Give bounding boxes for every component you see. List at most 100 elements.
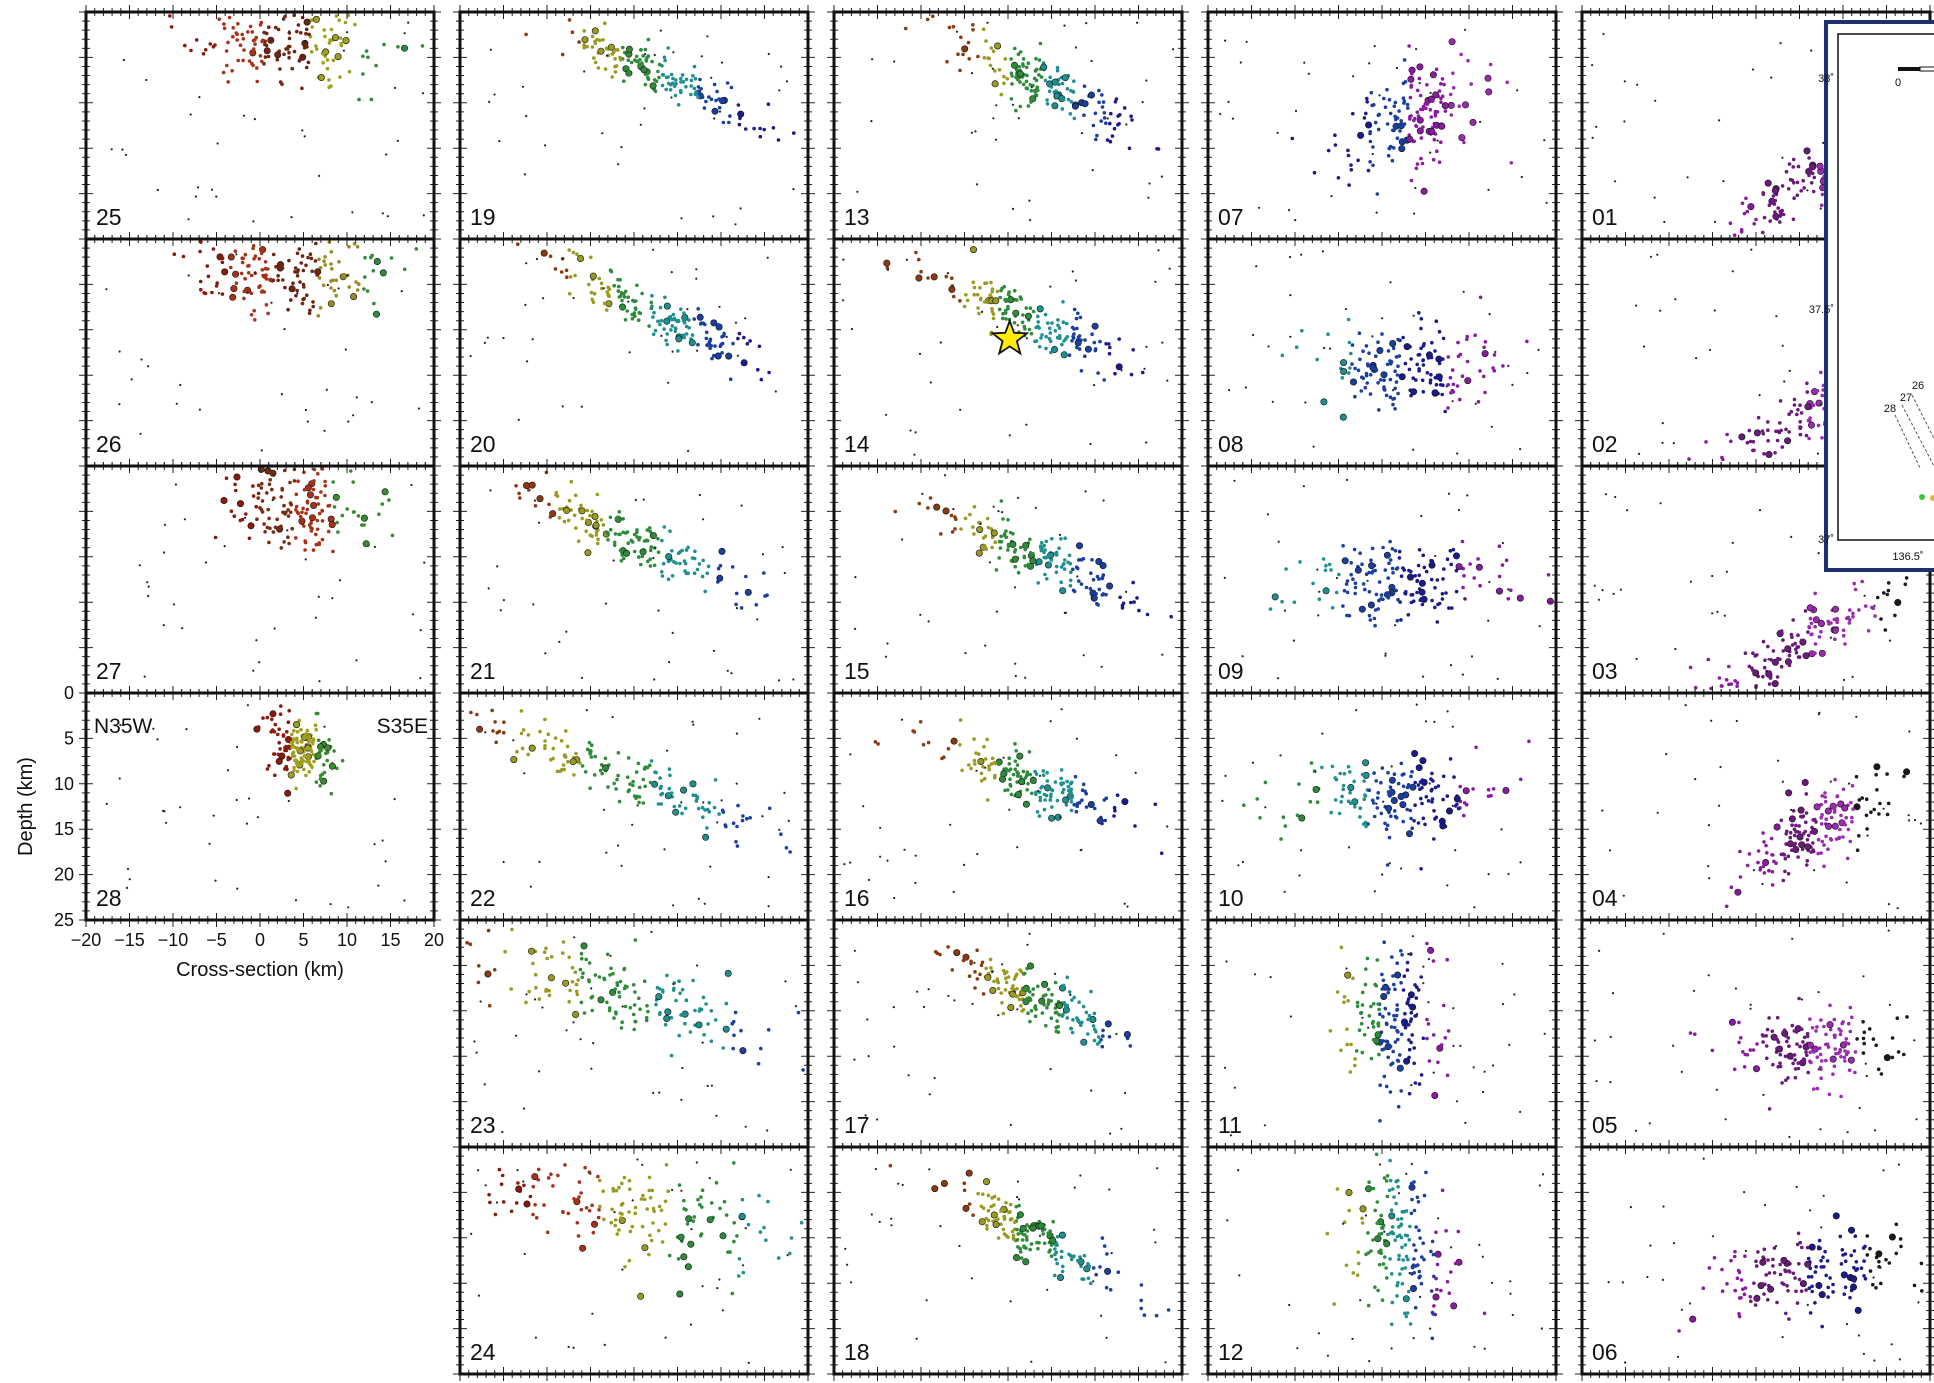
hypocenter-point xyxy=(1004,317,1008,321)
hypocenter-point xyxy=(989,762,994,766)
hypocenter-point xyxy=(1396,1037,1400,1042)
background-event-point xyxy=(561,405,564,408)
hypocenter-point xyxy=(762,127,766,132)
hypocenter-point xyxy=(748,816,752,820)
background-event-point xyxy=(247,797,251,800)
hypocenter-point xyxy=(1450,388,1455,393)
background-event-point xyxy=(1822,141,1825,144)
hypocenter-point xyxy=(1820,393,1825,398)
hypocenter-point xyxy=(677,1183,682,1187)
background-event-point xyxy=(1384,654,1387,657)
background-event-point xyxy=(172,603,176,606)
hypocenter-point xyxy=(613,987,617,991)
hypocenter-point xyxy=(1779,664,1784,669)
hypocenter-point xyxy=(982,744,986,749)
panel-label: 09 xyxy=(1218,658,1244,684)
hypocenter-point xyxy=(950,530,955,534)
hypocenter-point xyxy=(622,79,626,83)
hypocenter-point xyxy=(259,251,264,256)
background-event-point xyxy=(893,1045,896,1048)
hypocenter-point xyxy=(1011,772,1016,777)
background-event-point xyxy=(767,876,770,879)
background-event-point xyxy=(1359,1299,1362,1302)
hypocenter-point xyxy=(754,603,759,607)
hypocenter-point xyxy=(1433,586,1437,590)
hypocenter-point xyxy=(1019,545,1023,550)
hypocenter-point xyxy=(946,747,951,751)
hypocenter-point xyxy=(302,524,306,528)
hypocenter-point xyxy=(648,1233,652,1238)
background-event-point xyxy=(156,738,159,741)
hypocenter-point xyxy=(592,773,597,777)
hypocenter-point xyxy=(1351,111,1355,116)
background-event-point xyxy=(156,188,159,192)
hypocenter-point xyxy=(1403,1057,1411,1065)
background-event-point xyxy=(1017,117,1020,120)
hypocenter-point xyxy=(1419,156,1423,161)
hypocenter-point xyxy=(682,320,687,325)
hypocenter-point xyxy=(623,318,628,322)
hypocenter-point xyxy=(1077,334,1082,338)
hypocenter-point xyxy=(1342,588,1347,593)
hypocenter-point xyxy=(698,1233,703,1238)
hypocenter-point xyxy=(608,515,613,520)
hypocenter-point xyxy=(1391,1049,1395,1054)
hypocenter-point xyxy=(1430,99,1435,103)
background-event-point xyxy=(971,1002,974,1006)
panel-13: 13 xyxy=(827,5,1189,246)
hypocenter-point xyxy=(1071,89,1075,94)
hypocenter-point xyxy=(1441,336,1446,341)
panel-20: 20 xyxy=(453,232,815,473)
hypocenter-point xyxy=(380,502,385,506)
hypocenter-point xyxy=(1344,582,1349,586)
hypocenter-point xyxy=(302,767,306,772)
hypocenter-point xyxy=(1435,373,1440,378)
hypocenter-point xyxy=(311,300,315,304)
hypocenter-point xyxy=(1409,114,1413,118)
hypocenter-point xyxy=(1357,331,1362,336)
hypocenter-point xyxy=(1808,166,1813,171)
hypocenter-point xyxy=(570,965,575,970)
hypocenter-point xyxy=(699,87,703,91)
background-event-point xyxy=(1482,1090,1485,1094)
hypocenter-point xyxy=(1349,561,1353,565)
hypocenter-point xyxy=(681,333,686,338)
hypocenter-point xyxy=(1432,837,1436,841)
hypocenter-point xyxy=(1387,561,1391,566)
hypocenter-point xyxy=(698,1202,702,1207)
hypocenter-point xyxy=(546,732,551,736)
background-event-point xyxy=(766,1129,769,1132)
hypocenter-point xyxy=(1777,430,1782,435)
hypocenter-point xyxy=(1421,125,1425,129)
background-event-point xyxy=(1108,1188,1111,1191)
hypocenter-point xyxy=(1034,56,1038,61)
background-event-point xyxy=(774,390,777,393)
background-event-point xyxy=(410,483,413,487)
hypocenter-point xyxy=(1358,806,1363,810)
hypocenter-point xyxy=(1465,337,1469,342)
hypocenter-point xyxy=(1439,1288,1443,1293)
hypocenter-point xyxy=(326,529,331,534)
background-event-point xyxy=(741,1264,745,1267)
background-event-point xyxy=(522,1107,526,1110)
hypocenter-point xyxy=(605,1000,609,1005)
background-event-point xyxy=(1223,576,1226,580)
hypocenter-point xyxy=(1004,529,1008,533)
hypocenter-point xyxy=(1033,1014,1038,1018)
background-event-point xyxy=(1317,614,1320,617)
hypocenter-point xyxy=(1362,116,1367,120)
hypocenter-point xyxy=(608,973,612,977)
hypocenter-point xyxy=(1787,412,1791,417)
hypocenter-point xyxy=(1071,102,1079,110)
hypocenter-point xyxy=(1450,606,1454,610)
hypocenter-point xyxy=(1421,1241,1425,1245)
background-event-point xyxy=(1478,1243,1481,1246)
hypocenter-point xyxy=(663,302,671,310)
hypocenter-point xyxy=(962,1204,970,1212)
background-event-point xyxy=(664,1336,667,1339)
hypocenter-point xyxy=(1434,1230,1438,1235)
hypocenter-point xyxy=(1059,587,1067,595)
background-event-point xyxy=(718,110,722,113)
hypocenter-point xyxy=(295,251,300,256)
hypocenter-point xyxy=(1104,592,1108,597)
